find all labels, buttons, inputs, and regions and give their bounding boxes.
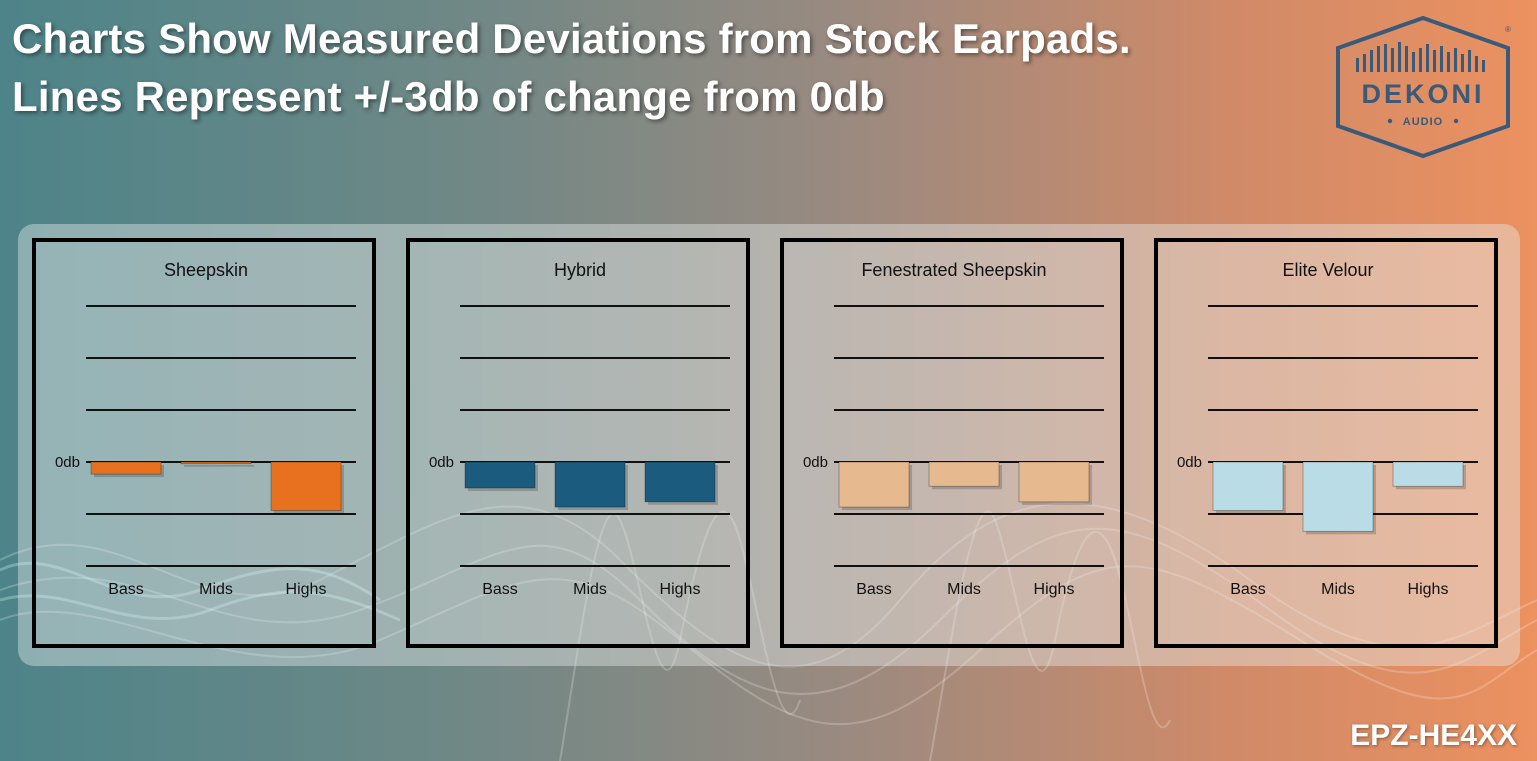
chart-sheepskin: Sheepskin 0db Bass Mids Highs bbox=[32, 238, 376, 648]
bar-bass bbox=[838, 461, 910, 508]
x-tick-label: Bass bbox=[856, 581, 892, 598]
bar-bass bbox=[464, 461, 536, 489]
bar-bass bbox=[90, 461, 162, 475]
logo-equalizer-icon bbox=[1356, 42, 1485, 72]
x-tick-label: Highs bbox=[660, 581, 701, 598]
logo-sub-text: AUDIO bbox=[1403, 116, 1443, 128]
headline: Charts Show Measured Deviations from Sto… bbox=[12, 10, 1131, 126]
chart-title: Sheepskin bbox=[164, 260, 248, 280]
bar-highs bbox=[1018, 461, 1090, 503]
dekoni-audio-logo: DEKONI AUDIO ® bbox=[1336, 15, 1511, 159]
bar-highs bbox=[644, 461, 716, 503]
headline-line-1: Charts Show Measured Deviations from Sto… bbox=[12, 15, 1131, 62]
bar-mids bbox=[1302, 461, 1374, 532]
chart-title: Elite Velour bbox=[1282, 260, 1373, 280]
chart-elite-velour: Elite Velour 0db Bass Mids Highs bbox=[1154, 238, 1498, 648]
x-tick-label: Highs bbox=[1408, 581, 1449, 598]
x-tick-label: Bass bbox=[1230, 581, 1266, 598]
bar-shadow bbox=[184, 465, 254, 467]
x-tick-label: Mids bbox=[947, 581, 981, 598]
x-tick-label: Highs bbox=[1034, 581, 1075, 598]
x-tick-label: Mids bbox=[573, 581, 607, 598]
logo-registered-mark: ® bbox=[1505, 25, 1511, 34]
bar-mids bbox=[928, 461, 1000, 487]
chart-title: Fenestrated Sheepskin bbox=[861, 260, 1046, 280]
chart-sheepskin-svg: Sheepskin 0db Bass Mids Highs bbox=[55, 260, 356, 598]
bar-highs bbox=[1392, 461, 1464, 487]
zero-db-label: 0db bbox=[55, 454, 80, 471]
chart-hybrid: Hybrid 0db Bass Mids Highs bbox=[406, 238, 750, 648]
chart-elite-velour-svg: Elite Velour 0db Bass Mids Highs bbox=[1177, 260, 1478, 598]
x-tick-label: Mids bbox=[1321, 581, 1355, 598]
chart-fenestrated-sheepskin-svg: Fenestrated Sheepskin 0db Bass Mids Highs bbox=[803, 260, 1104, 598]
logo-hexagon bbox=[1336, 15, 1510, 159]
bar-bass bbox=[1212, 461, 1284, 511]
logo-brand-text: DEKONI bbox=[1361, 79, 1484, 109]
chart-title: Hybrid bbox=[554, 260, 606, 280]
model-code: EPZ-HE4XX bbox=[1350, 719, 1517, 752]
zero-db-label: 0db bbox=[429, 454, 454, 471]
x-tick-label: Bass bbox=[108, 581, 144, 598]
chart-hybrid-svg: Hybrid 0db Bass Mids Highs bbox=[429, 260, 730, 598]
x-tick-label: Bass bbox=[482, 581, 518, 598]
bar-mids bbox=[180, 461, 252, 465]
charts-panel bbox=[18, 224, 1520, 666]
x-tick-label: Mids bbox=[199, 581, 233, 598]
chart-fenestrated-sheepskin: Fenestrated Sheepskin 0db Bass Mids Highs bbox=[780, 238, 1124, 648]
headline-line-2: Lines Represent +/-3db of change from 0d… bbox=[12, 73, 885, 120]
bar-mids bbox=[554, 461, 626, 508]
zero-db-label: 0db bbox=[1177, 454, 1202, 471]
zero-db-label: 0db bbox=[803, 454, 828, 471]
bar-highs bbox=[270, 461, 342, 511]
x-tick-label: Highs bbox=[286, 581, 327, 598]
